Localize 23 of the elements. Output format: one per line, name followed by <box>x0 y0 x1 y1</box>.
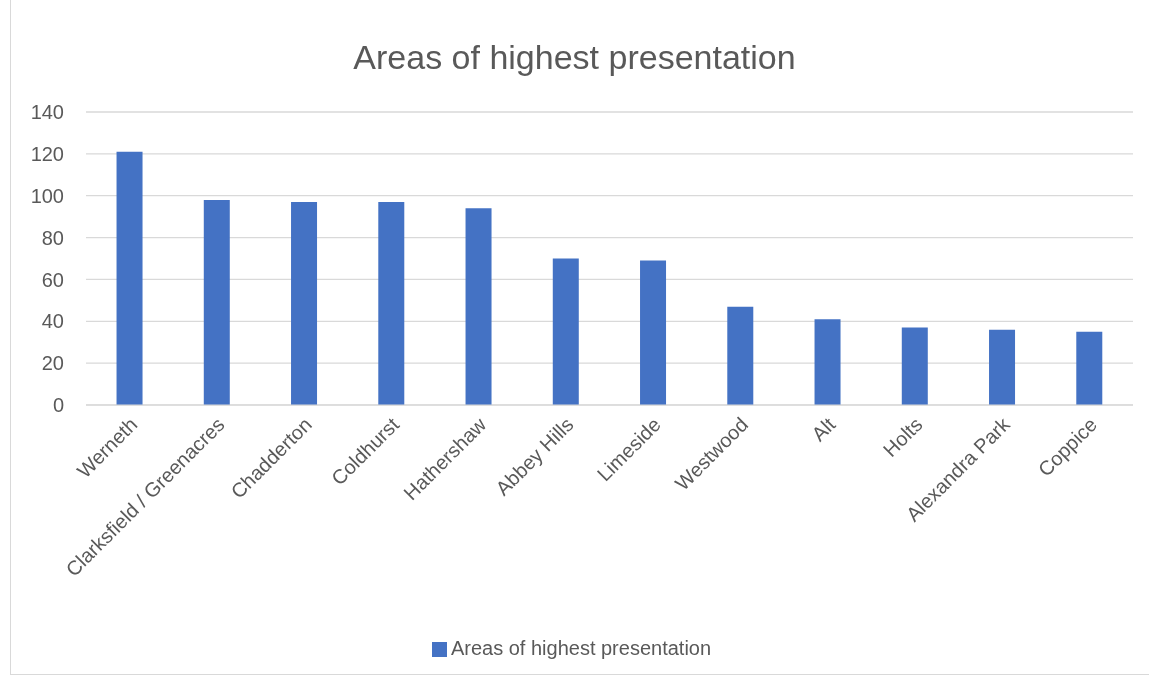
bar <box>378 201 405 405</box>
y-tick-label: 120 <box>30 142 64 165</box>
y-tick-label: 140 <box>30 101 64 124</box>
y-tick-label: 60 <box>41 268 64 291</box>
bar <box>203 199 230 405</box>
bar <box>727 306 754 405</box>
bar <box>552 258 579 405</box>
bar <box>901 327 928 405</box>
legend-label: Areas of highest presentation <box>450 637 712 659</box>
bar <box>640 260 667 405</box>
bar <box>814 319 841 405</box>
bar <box>989 329 1016 405</box>
y-tick-label: 0 <box>52 394 64 417</box>
y-tick-label: 40 <box>41 310 64 333</box>
y-tick-label: 80 <box>41 226 64 249</box>
bar <box>116 151 143 405</box>
y-tick-label: 20 <box>41 352 64 375</box>
x-tick-label: Alt <box>807 412 840 446</box>
chart-title: Areas of highest presentation <box>352 37 797 77</box>
bar <box>291 201 318 405</box>
y-tick-label: 100 <box>30 184 64 207</box>
bar <box>465 208 492 405</box>
bar <box>1076 331 1103 405</box>
